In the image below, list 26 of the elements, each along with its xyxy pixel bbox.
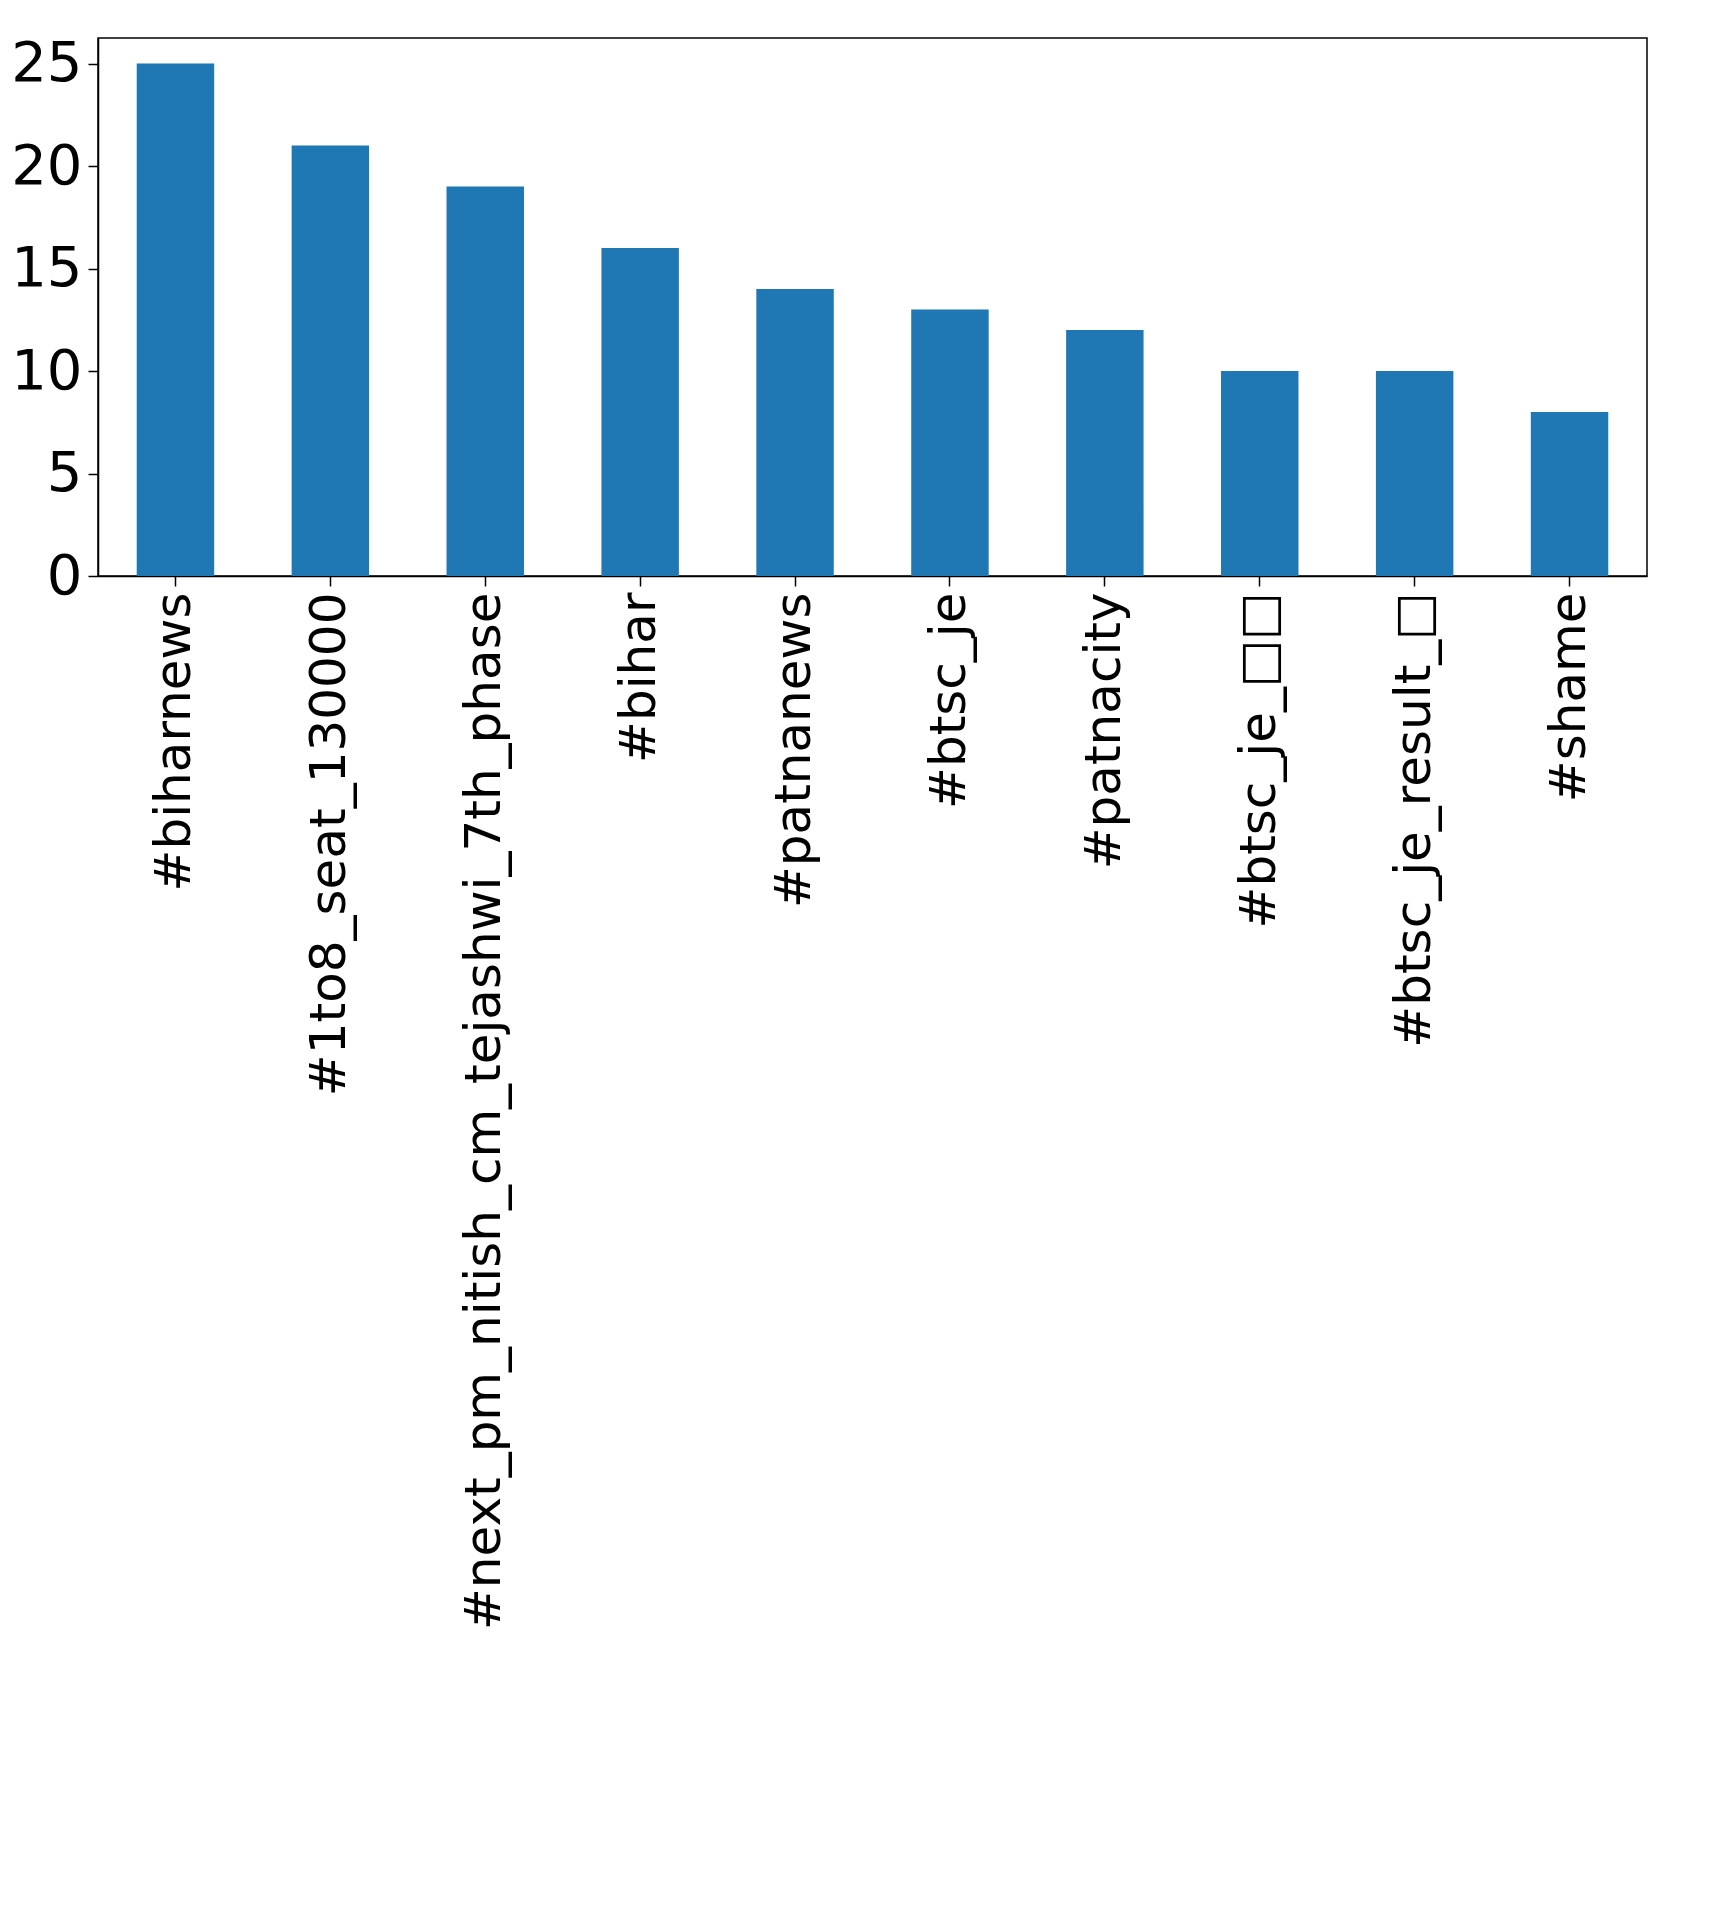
- bar: [136, 63, 215, 576]
- bar: [756, 289, 834, 576]
- bar: [601, 248, 679, 576]
- bar: [1375, 371, 1454, 576]
- x-tick-label: #bihar: [609, 592, 668, 763]
- y-tick-label: 0: [46, 541, 83, 607]
- y-tick-label: 5: [46, 439, 83, 505]
- x-tick-label: #btsc_je_□□: [1228, 592, 1287, 929]
- x-tick-label: #patnacity: [1073, 592, 1132, 870]
- bar: [911, 309, 989, 576]
- y-tick-label: 15: [11, 234, 83, 300]
- bar: [1221, 371, 1299, 576]
- y-tick-label: 20: [11, 131, 83, 197]
- y-tick-label: 10: [11, 336, 83, 402]
- x-tick-label: #shame: [1538, 592, 1597, 803]
- x-tick-label: #btsc_je: [918, 592, 977, 809]
- x-tick-label: #btsc_je_result_□: [1383, 592, 1442, 1048]
- bar: [1066, 330, 1144, 576]
- x-tick-label: #1to8_seat_130000: [299, 592, 358, 1097]
- x-tick-label: #biharnews: [144, 592, 203, 892]
- y-tick-label: 25: [11, 29, 83, 95]
- x-tick-label: #patnanews: [764, 592, 823, 909]
- bar: [1530, 412, 1609, 576]
- x-tick-label: #next_pm_nitish_cm_tejashwi_7th_phase: [454, 592, 513, 1631]
- bar: [446, 186, 524, 576]
- bar: [291, 145, 370, 576]
